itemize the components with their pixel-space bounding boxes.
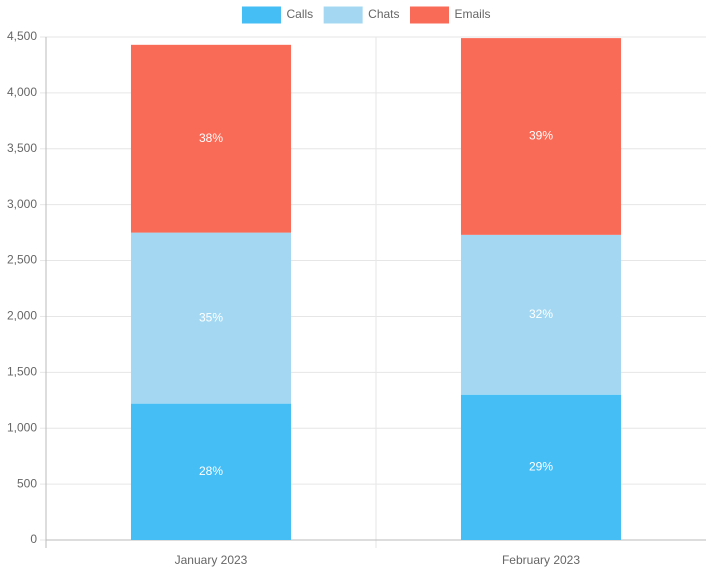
bar-segment <box>460 394 622 540</box>
y-tick-label: 0 <box>30 532 37 546</box>
y-tick-label: 4,500 <box>7 29 37 43</box>
x-tick-label: January 2023 <box>175 553 248 567</box>
y-tick-label: 2,500 <box>7 253 37 267</box>
data-label: 38% <box>199 131 223 145</box>
y-tick-label: 1,500 <box>7 365 37 379</box>
bar-segment <box>460 38 622 235</box>
data-label: 39% <box>529 129 553 143</box>
y-tick-label: 1,000 <box>7 420 37 434</box>
legend-label: Emails <box>455 7 491 21</box>
legend-swatch <box>409 5 451 25</box>
y-tick-label: 3,500 <box>7 141 37 155</box>
y-tick-label: 4,000 <box>7 85 37 99</box>
bar-segment <box>460 234 622 395</box>
legend-swatch <box>240 5 282 25</box>
legend-label: Calls <box>286 7 313 21</box>
legend-swatch <box>322 5 364 25</box>
data-label: 29% <box>529 460 553 474</box>
y-tick-label: 2,000 <box>7 309 37 323</box>
y-tick-label: 500 <box>17 476 37 490</box>
legend: Calls Chats Emails <box>240 5 491 25</box>
data-label: 32% <box>529 307 553 321</box>
x-tick-label: February 2023 <box>502 553 580 567</box>
legend-label: Chats <box>368 7 399 21</box>
data-label: 35% <box>199 310 223 324</box>
bar-segment <box>130 44 292 233</box>
bar-segment <box>130 403 292 540</box>
y-tick-label: 3,000 <box>7 197 37 211</box>
data-label: 28% <box>199 464 223 478</box>
bar-segment <box>130 232 292 404</box>
